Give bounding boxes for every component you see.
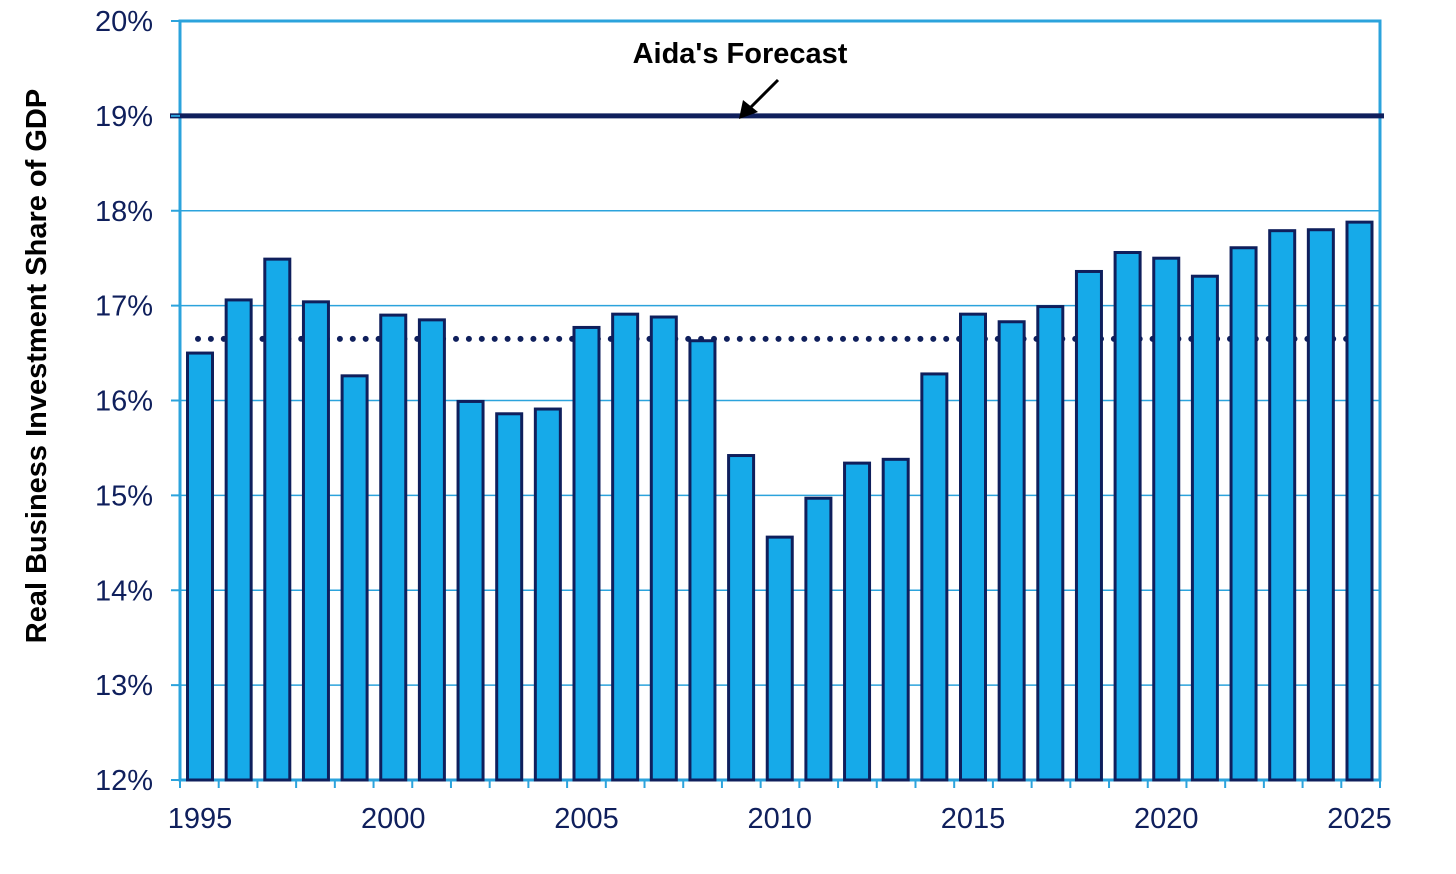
y-tick-label: 13% bbox=[95, 670, 153, 702]
y-tick-label: 15% bbox=[95, 480, 153, 512]
bar-2022 bbox=[1229, 246, 1258, 782]
x-tick-label: 2005 bbox=[554, 803, 619, 835]
arrow-shaft bbox=[747, 78, 780, 111]
y-tick-label: 14% bbox=[95, 575, 153, 607]
bar-2025 bbox=[1345, 220, 1374, 782]
x-tick-label: 2015 bbox=[941, 803, 1006, 835]
bar-1999 bbox=[340, 374, 369, 782]
bar-1998 bbox=[301, 300, 330, 782]
bar-2001 bbox=[417, 318, 446, 782]
x-tick-label: 2010 bbox=[747, 803, 812, 835]
bar-2004 bbox=[533, 407, 562, 782]
bar-2018 bbox=[1074, 269, 1103, 782]
x-tick-label: 2000 bbox=[361, 803, 426, 835]
bar-2017 bbox=[1036, 305, 1065, 782]
bar-2009 bbox=[727, 454, 756, 782]
bars bbox=[186, 220, 1374, 782]
bar-2005 bbox=[572, 325, 601, 782]
bar-2019 bbox=[1113, 250, 1142, 782]
y-tick-label: 16% bbox=[95, 386, 153, 418]
y-tick-label: 12% bbox=[95, 765, 153, 797]
forecast-annotation-label: Aida's Forecast bbox=[633, 38, 848, 70]
bar-2016 bbox=[997, 320, 1026, 782]
y-tick-label: 20% bbox=[95, 6, 153, 38]
bar-2000 bbox=[379, 313, 408, 782]
axis-ticks bbox=[171, 20, 1381, 788]
bar-2002 bbox=[456, 399, 485, 782]
y-tick-label: 18% bbox=[95, 196, 153, 228]
x-tick-label: 2020 bbox=[1134, 803, 1199, 835]
bar-1996 bbox=[224, 298, 253, 782]
bar-2003 bbox=[495, 412, 524, 782]
bar-2008 bbox=[688, 339, 717, 782]
bar-1997 bbox=[263, 257, 292, 782]
bar-2021 bbox=[1190, 274, 1219, 782]
y-axis-title: Real Business Investment Share of GDP bbox=[21, 89, 53, 643]
y-tick-label: 19% bbox=[95, 101, 153, 133]
bar-2023 bbox=[1268, 229, 1297, 782]
bar-2007 bbox=[649, 315, 678, 782]
x-tick-label: 2025 bbox=[1327, 803, 1392, 835]
bar-2013 bbox=[881, 457, 910, 782]
bar-1995 bbox=[186, 351, 214, 782]
bar-2015 bbox=[959, 312, 987, 782]
bar-2014 bbox=[920, 372, 949, 782]
tick-labels: 12% 13% 14% 15% 16% 17% 18% 19% 20% 1995 2000 2005 2… bbox=[95, 6, 1392, 835]
bar-2011 bbox=[804, 496, 833, 782]
bar-2010 bbox=[765, 535, 794, 782]
y-tick-label: 17% bbox=[95, 291, 153, 323]
forecast-arrow bbox=[739, 78, 780, 119]
bar-2020 bbox=[1152, 256, 1181, 782]
bar-2024 bbox=[1306, 228, 1335, 782]
bar-2006 bbox=[611, 312, 640, 782]
arrow-head bbox=[739, 100, 758, 119]
x-tick-label: 1995 bbox=[168, 803, 233, 835]
bar-2012 bbox=[843, 461, 872, 782]
